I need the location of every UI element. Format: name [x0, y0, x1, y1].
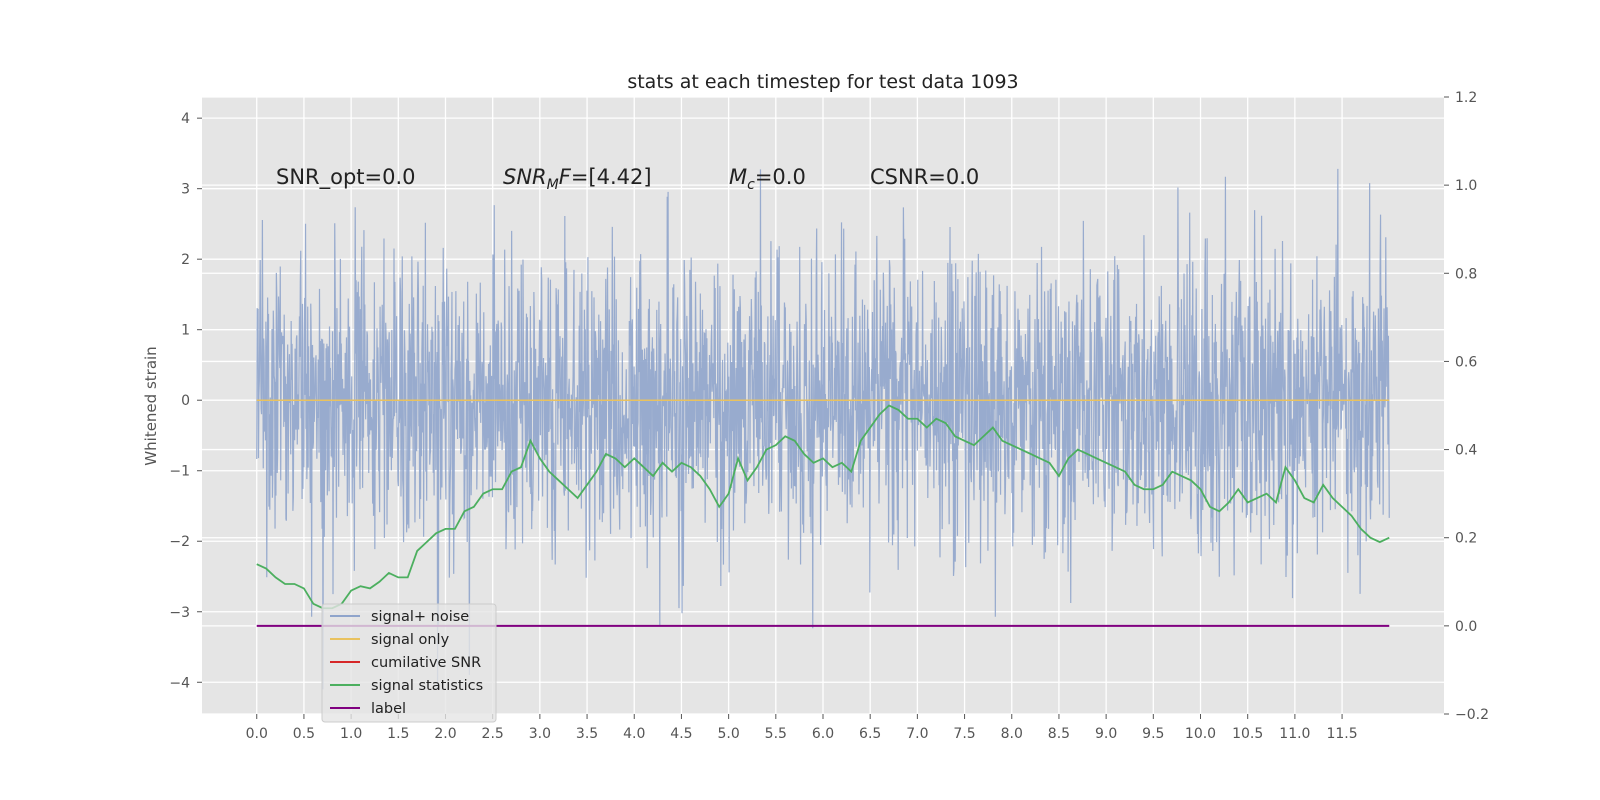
legend-label-label: label [371, 701, 406, 717]
y-right-tick-label: 0.4 [1455, 443, 1477, 459]
x-tick-label: 5.0 [717, 726, 739, 742]
series-signal-noise-line [256, 168, 1390, 690]
legend-item-signal-only: signal only [330, 632, 450, 648]
annotation-snr-mf-f: F [559, 165, 572, 189]
annotation-snr-mf: SNRMF=[4.42] [503, 165, 652, 193]
legend-item-label: label [330, 701, 406, 717]
x-tick-label: 7.0 [906, 726, 928, 742]
y-right-tick-label: 1.2 [1455, 90, 1477, 106]
x-tick-label: 3.0 [529, 726, 551, 742]
annotations: SNR_opt=0.0 SNRMF=[4.42] Mc=0.0 CSNR=0.0 [276, 165, 979, 193]
legend-box [321, 603, 497, 723]
x-tick-label: 9.5 [1142, 726, 1164, 742]
chart-title: stats at each timestep for test data 109… [627, 71, 1018, 93]
y-left-tick-label: −1 [169, 464, 190, 480]
x-tick-label: 10.5 [1232, 726, 1263, 742]
y-right-tick-label: 0.2 [1455, 531, 1477, 547]
y-right-tick-label: 1.0 [1455, 178, 1477, 194]
x-tick-label: 6.5 [859, 726, 881, 742]
y-left-tick-label: 1 [181, 323, 190, 339]
x-tick-label: 8.0 [1001, 726, 1023, 742]
legend-item-signal-noise: signal+ noise [330, 609, 469, 625]
y-right-tick-label: 0.8 [1455, 266, 1477, 282]
x-axis-ticks: 0.0 0.5 1.0 1.5 2.0 2.5 3.0 3.5 4.0 4.5 5.0 5.5 6.0 6… [246, 714, 1358, 742]
x-tick-label: 4.5 [670, 726, 692, 742]
y-right-tick-label: −0.2 [1455, 707, 1489, 723]
y-right-tick-label: 0.6 [1455, 354, 1477, 370]
annotation-mc-symbol: M [729, 165, 747, 189]
x-tick-label: 0.5 [293, 726, 315, 742]
annotation-snr-mf-subscript: M [547, 177, 559, 193]
x-tick-label: 0.0 [246, 726, 268, 742]
x-tick-label: 11.0 [1279, 726, 1310, 742]
y-left-tick-label: −3 [169, 605, 190, 621]
x-tick-label: 5.5 [765, 726, 787, 742]
x-tick-label: 1.0 [340, 726, 362, 742]
legend-item-cumilative-snr: cumilative SNR [330, 655, 481, 671]
annotation-snr-mf-value: =[4.42] [571, 165, 652, 189]
x-tick-label: 2.5 [482, 726, 504, 742]
y-left-tick-label: 4 [181, 111, 190, 127]
annotation-csnr: CSNR=0.0 [870, 165, 979, 189]
y-left-tick-label: −4 [169, 675, 190, 691]
legend-label-cumilative-snr: cumilative SNR [371, 655, 481, 671]
y-left-tick-label: 2 [181, 252, 190, 268]
legend-label-signal-only: signal only [371, 632, 450, 648]
series-signal-statistics-line [256, 404, 1390, 610]
y-left-tick-label: 3 [181, 182, 190, 198]
y-left-tick-label: 0 [181, 393, 190, 409]
legend-label-signal-statistics: signal statistics [371, 678, 483, 694]
annotation-mc-subscript: c [747, 177, 755, 193]
annotation-snr-mf-symbol: SNR [503, 165, 547, 189]
annotation-mc: Mc=0.0 [729, 165, 806, 193]
series-layer [256, 168, 1390, 690]
x-tick-label: 3.5 [576, 726, 598, 742]
x-tick-label: 7.5 [953, 726, 975, 742]
y-axis-right-ticks: −0.2 0.0 0.2 0.4 0.6 0.8 1.0 1.2 [1444, 90, 1489, 723]
x-tick-label: 6.0 [812, 726, 834, 742]
x-tick-label: 8.5 [1048, 726, 1070, 742]
y-axis-left-ticks: −4 −3 −2 −1 0 1 2 3 4 [169, 111, 202, 691]
x-tick-label: 4.0 [623, 726, 645, 742]
x-tick-label: 2.0 [434, 726, 456, 742]
y-left-tick-label: −2 [169, 534, 190, 550]
legend-item-signal-statistics: signal statistics [330, 678, 483, 694]
y-right-tick-label: 0.0 [1455, 619, 1477, 635]
legend-label-signal-noise: signal+ noise [371, 609, 469, 625]
x-tick-label: 9.0 [1095, 726, 1117, 742]
x-tick-label: 11.5 [1326, 726, 1357, 742]
annotation-snr-opt: SNR_opt=0.0 [276, 165, 416, 190]
y-axis-label: Whitened strain [142, 346, 160, 465]
legend: signal+ noise signal only cumilative SNR… [321, 603, 497, 723]
x-tick-label: 10.0 [1185, 726, 1216, 742]
annotation-mc-value: =0.0 [755, 165, 806, 189]
x-tick-label: 1.5 [387, 726, 409, 742]
